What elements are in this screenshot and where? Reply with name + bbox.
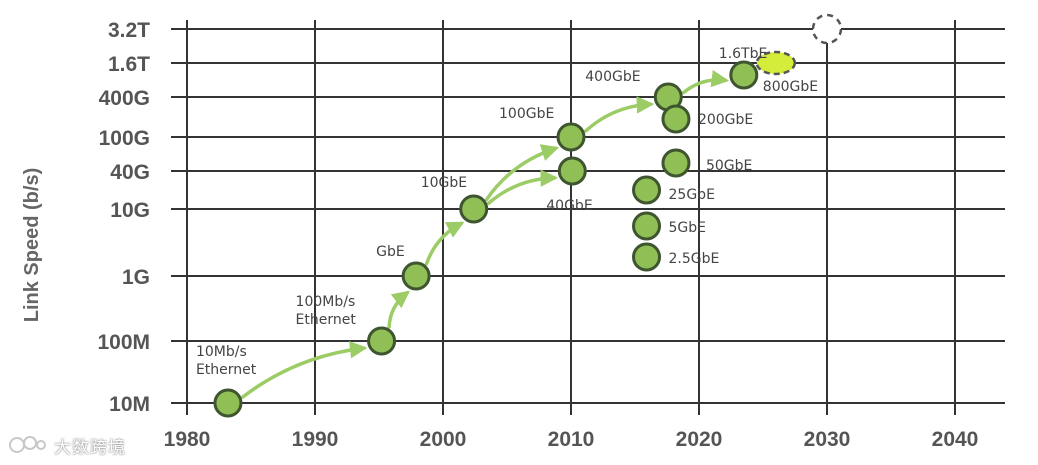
progression-arrow (584, 96, 655, 133)
point-label: 200GbE (698, 112, 753, 128)
data-point (661, 104, 691, 134)
x-tick-label: 2010 (548, 428, 595, 451)
watermark-logo-icon (9, 436, 46, 453)
x-tick-label: 2020 (676, 428, 723, 451)
progression-arrow (484, 144, 560, 202)
data-point (213, 388, 243, 418)
progression-arrow (241, 341, 368, 399)
y-tick-label: 40G (110, 161, 150, 184)
point-label: 800GbE (763, 79, 818, 95)
data-point (632, 242, 662, 272)
y-tick-label: 100G (99, 127, 150, 150)
watermark-text: 大数跨境 (54, 437, 126, 458)
y-axis-label: Link Speed (b/s) (21, 168, 43, 322)
x-tick-label: 2040 (932, 428, 979, 451)
point-label: 10GbE (421, 175, 467, 191)
progression-arrow (424, 221, 465, 266)
future-point-1.6tbe (755, 50, 797, 76)
x-tick-label: 2000 (420, 428, 467, 451)
x-tick-labels: 1980 1990 2000 2010 2020 2030 2040 (164, 428, 979, 451)
point-label: 1.6TbE (719, 46, 768, 62)
data-point (459, 194, 489, 224)
arrows (241, 69, 730, 399)
point-label: 100Mb/s Ethernet (296, 294, 357, 328)
data-point (401, 261, 431, 291)
point-label: 400GbE (585, 69, 640, 85)
y-tick-label: 1.6T (108, 53, 150, 76)
x-tick-label: 1980 (164, 428, 211, 451)
y-tick-label: 400G (99, 87, 150, 110)
data-point (632, 211, 662, 241)
point-labels: 10Mb/s Ethernet 100Mb/s Ethernet GbE 10GbE 40G… (196, 46, 818, 378)
progression-arrow (681, 69, 730, 95)
y-tick-labels: 10M 100M 1G 10G 40G 100G 400G 1.6T 3.2T (97, 19, 150, 416)
y-tick-label: 1G (122, 266, 150, 289)
x-tick-label: 1990 (292, 428, 339, 451)
progression-arrow (486, 169, 559, 205)
y-tick-label: 3.2T (108, 19, 150, 42)
data-point (661, 148, 691, 178)
data-point (632, 175, 662, 205)
y-tick-label: 10M (109, 393, 150, 416)
grid (171, 20, 1005, 415)
data-point (729, 60, 759, 90)
point-label: 5GbE (669, 220, 707, 236)
watermark: 大数跨境 (8, 432, 126, 458)
point-label: 2.5GbE (669, 251, 720, 267)
progression-arrow (387, 290, 410, 329)
point-label: 10Mb/s Ethernet (196, 344, 257, 378)
point-label: 25GbE (669, 187, 715, 203)
data-point (367, 326, 397, 356)
point-label: 100GbE (499, 106, 554, 122)
y-tick-label: 100M (97, 331, 150, 354)
y-tick-label: 10G (110, 199, 150, 222)
point-label: 50GbE (706, 158, 752, 174)
future-point-3.2t (811, 13, 843, 45)
data-point (556, 122, 586, 152)
x-tick-label: 2030 (804, 428, 851, 451)
data-points (213, 13, 843, 418)
point-label: 40GbE (546, 198, 592, 214)
point-label: GbE (376, 244, 405, 260)
data-point (557, 156, 587, 186)
